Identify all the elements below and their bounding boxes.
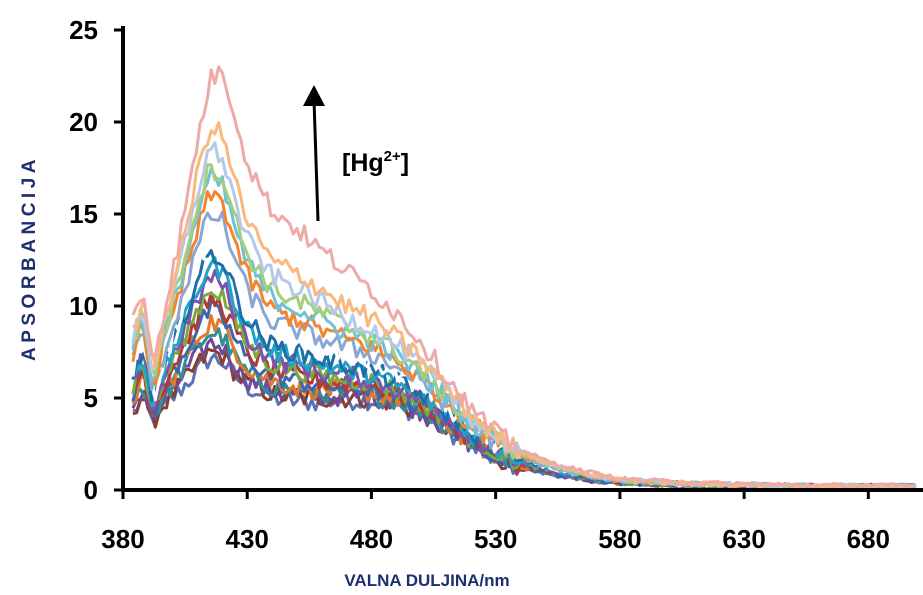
series-line-13 [131,210,917,490]
series-line-17 [131,141,917,490]
hg-label-superscript: 2+ [384,148,401,165]
hg-label: [Hg2+] [342,148,409,177]
y-tick-label-20: 20 [69,107,98,137]
x-tick-label-430: 430 [226,524,269,554]
axes-layer [114,26,923,499]
up-arrow-icon [303,85,325,106]
x-tick-label-630: 630 [722,524,765,554]
hg-label-suffix: ] [401,149,409,177]
x-tick-label-680: 680 [847,524,890,554]
x-tick-label-480: 480 [350,524,393,554]
series-layer [131,65,917,490]
up-arrow-shaft [312,99,320,222]
x-axis-title: VALNA DULJINA/nm [344,571,509,590]
x-tick-label-380: 380 [101,524,144,554]
hg-annotation: [Hg2+] [303,85,409,222]
y-axis-title: APSORBANCIJA [19,155,40,361]
x-tick-label-530: 530 [474,524,517,554]
x-tick-label-580: 580 [598,524,641,554]
labels-layer: 0 5 10 15 20 25 380 430 480 530 580 630 680 [69,15,890,554]
y-tick-label-10: 10 [69,291,98,321]
y-tick-label-5: 5 [84,383,98,413]
series-line-19 [131,65,916,490]
y-tick-label-25: 25 [69,15,98,45]
hg-label-prefix: [Hg [342,149,384,177]
y-tick-label-15: 15 [69,199,98,229]
y-tick-label-0: 0 [84,475,98,505]
